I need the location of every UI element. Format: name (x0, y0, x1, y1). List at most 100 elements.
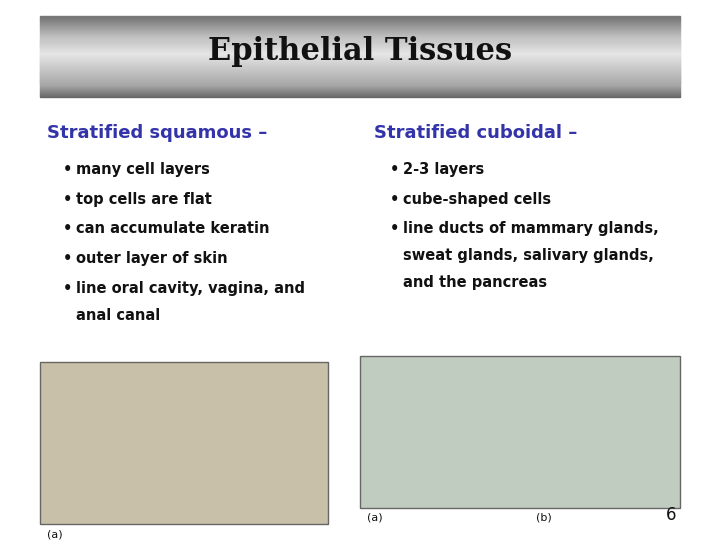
Bar (40, 69, 680, 71)
Text: •: • (63, 162, 72, 177)
Text: Stratified squamous –: Stratified squamous – (47, 124, 267, 142)
Bar (40, 39, 680, 40)
Bar (40, 76, 680, 77)
Bar (40, 57, 680, 59)
Bar (40, 62, 680, 64)
Text: 6: 6 (666, 506, 677, 524)
Text: top cells are flat: top cells are flat (76, 192, 212, 207)
Text: line ducts of mammary glands,: line ducts of mammary glands, (403, 221, 659, 237)
Text: 2-3 layers: 2-3 layers (403, 162, 485, 177)
Bar (40, 83, 680, 84)
Bar (40, 44, 680, 45)
Bar (40, 54, 680, 56)
Bar (40, 68, 680, 69)
Bar (40, 96, 680, 97)
Bar (40, 35, 680, 36)
Bar (40, 41, 680, 43)
Bar (40, 66, 680, 68)
Bar (40, 64, 680, 66)
Bar (40, 85, 680, 86)
Bar (40, 22, 680, 23)
Bar (40, 49, 680, 51)
Bar (40, 72, 680, 74)
Bar (40, 48, 680, 50)
Bar (40, 69, 680, 70)
Text: (b): (b) (536, 513, 552, 523)
Bar (40, 75, 680, 76)
Bar (40, 21, 680, 22)
Bar (40, 84, 680, 85)
Bar (40, 65, 680, 67)
Bar (40, 19, 680, 21)
Bar (40, 37, 680, 38)
Bar (40, 51, 680, 53)
Bar (40, 87, 680, 89)
Bar (40, 82, 680, 83)
Bar (40, 91, 680, 92)
Bar (40, 32, 680, 33)
Bar (40, 47, 680, 49)
Bar (40, 31, 680, 32)
Text: Epithelial Tissues: Epithelial Tissues (208, 36, 512, 67)
Text: •: • (390, 221, 400, 237)
Bar (40, 77, 680, 79)
Bar (40, 70, 680, 72)
Text: many cell layers: many cell layers (76, 162, 210, 177)
Bar (40, 17, 680, 18)
Text: •: • (63, 281, 72, 296)
Text: and the pancreas: and the pancreas (403, 275, 547, 290)
Bar (40, 78, 680, 80)
Bar (40, 61, 680, 63)
Bar (40, 55, 680, 57)
Bar (40, 33, 680, 35)
Bar (40, 63, 680, 65)
Text: anal canal: anal canal (76, 308, 160, 322)
Bar (40, 50, 680, 52)
Bar (40, 29, 680, 30)
Text: •: • (63, 251, 72, 266)
Bar (40, 86, 680, 88)
Text: sweat glands, salivary glands,: sweat glands, salivary glands, (403, 248, 654, 263)
Bar (40, 52, 680, 53)
Bar (40, 90, 680, 91)
Bar (40, 25, 680, 26)
Bar (40, 58, 680, 60)
Bar (40, 71, 680, 73)
Bar (40, 40, 680, 42)
Text: can accumulate keratin: can accumulate keratin (76, 221, 269, 237)
Bar (40, 16, 680, 17)
Text: •: • (390, 192, 400, 207)
Bar (40, 77, 680, 78)
Bar (360, 356, 680, 508)
Bar (40, 30, 680, 31)
Bar (40, 18, 680, 19)
Bar (40, 89, 680, 90)
Text: outer layer of skin: outer layer of skin (76, 251, 228, 266)
Bar (40, 60, 680, 62)
Text: (a): (a) (367, 513, 383, 523)
Bar (40, 28, 680, 29)
Bar (40, 19, 680, 20)
Bar (40, 94, 680, 96)
Bar (40, 34, 680, 36)
Bar (40, 93, 680, 95)
Text: Stratified cuboidal –: Stratified cuboidal – (374, 124, 577, 142)
Bar (40, 79, 680, 81)
Text: •: • (390, 162, 400, 177)
Bar (40, 38, 680, 39)
Bar (40, 85, 680, 87)
Bar (40, 43, 680, 45)
Bar (40, 45, 680, 46)
Bar (40, 23, 680, 24)
Bar (40, 42, 680, 44)
Bar (40, 26, 680, 28)
Bar (40, 73, 680, 75)
Bar (40, 362, 328, 524)
Bar (40, 27, 680, 28)
Bar (40, 46, 680, 48)
Bar (40, 93, 680, 94)
Bar (40, 80, 680, 82)
Text: •: • (63, 221, 72, 237)
Text: line oral cavity, vagina, and: line oral cavity, vagina, and (76, 281, 305, 296)
Bar (40, 53, 680, 55)
